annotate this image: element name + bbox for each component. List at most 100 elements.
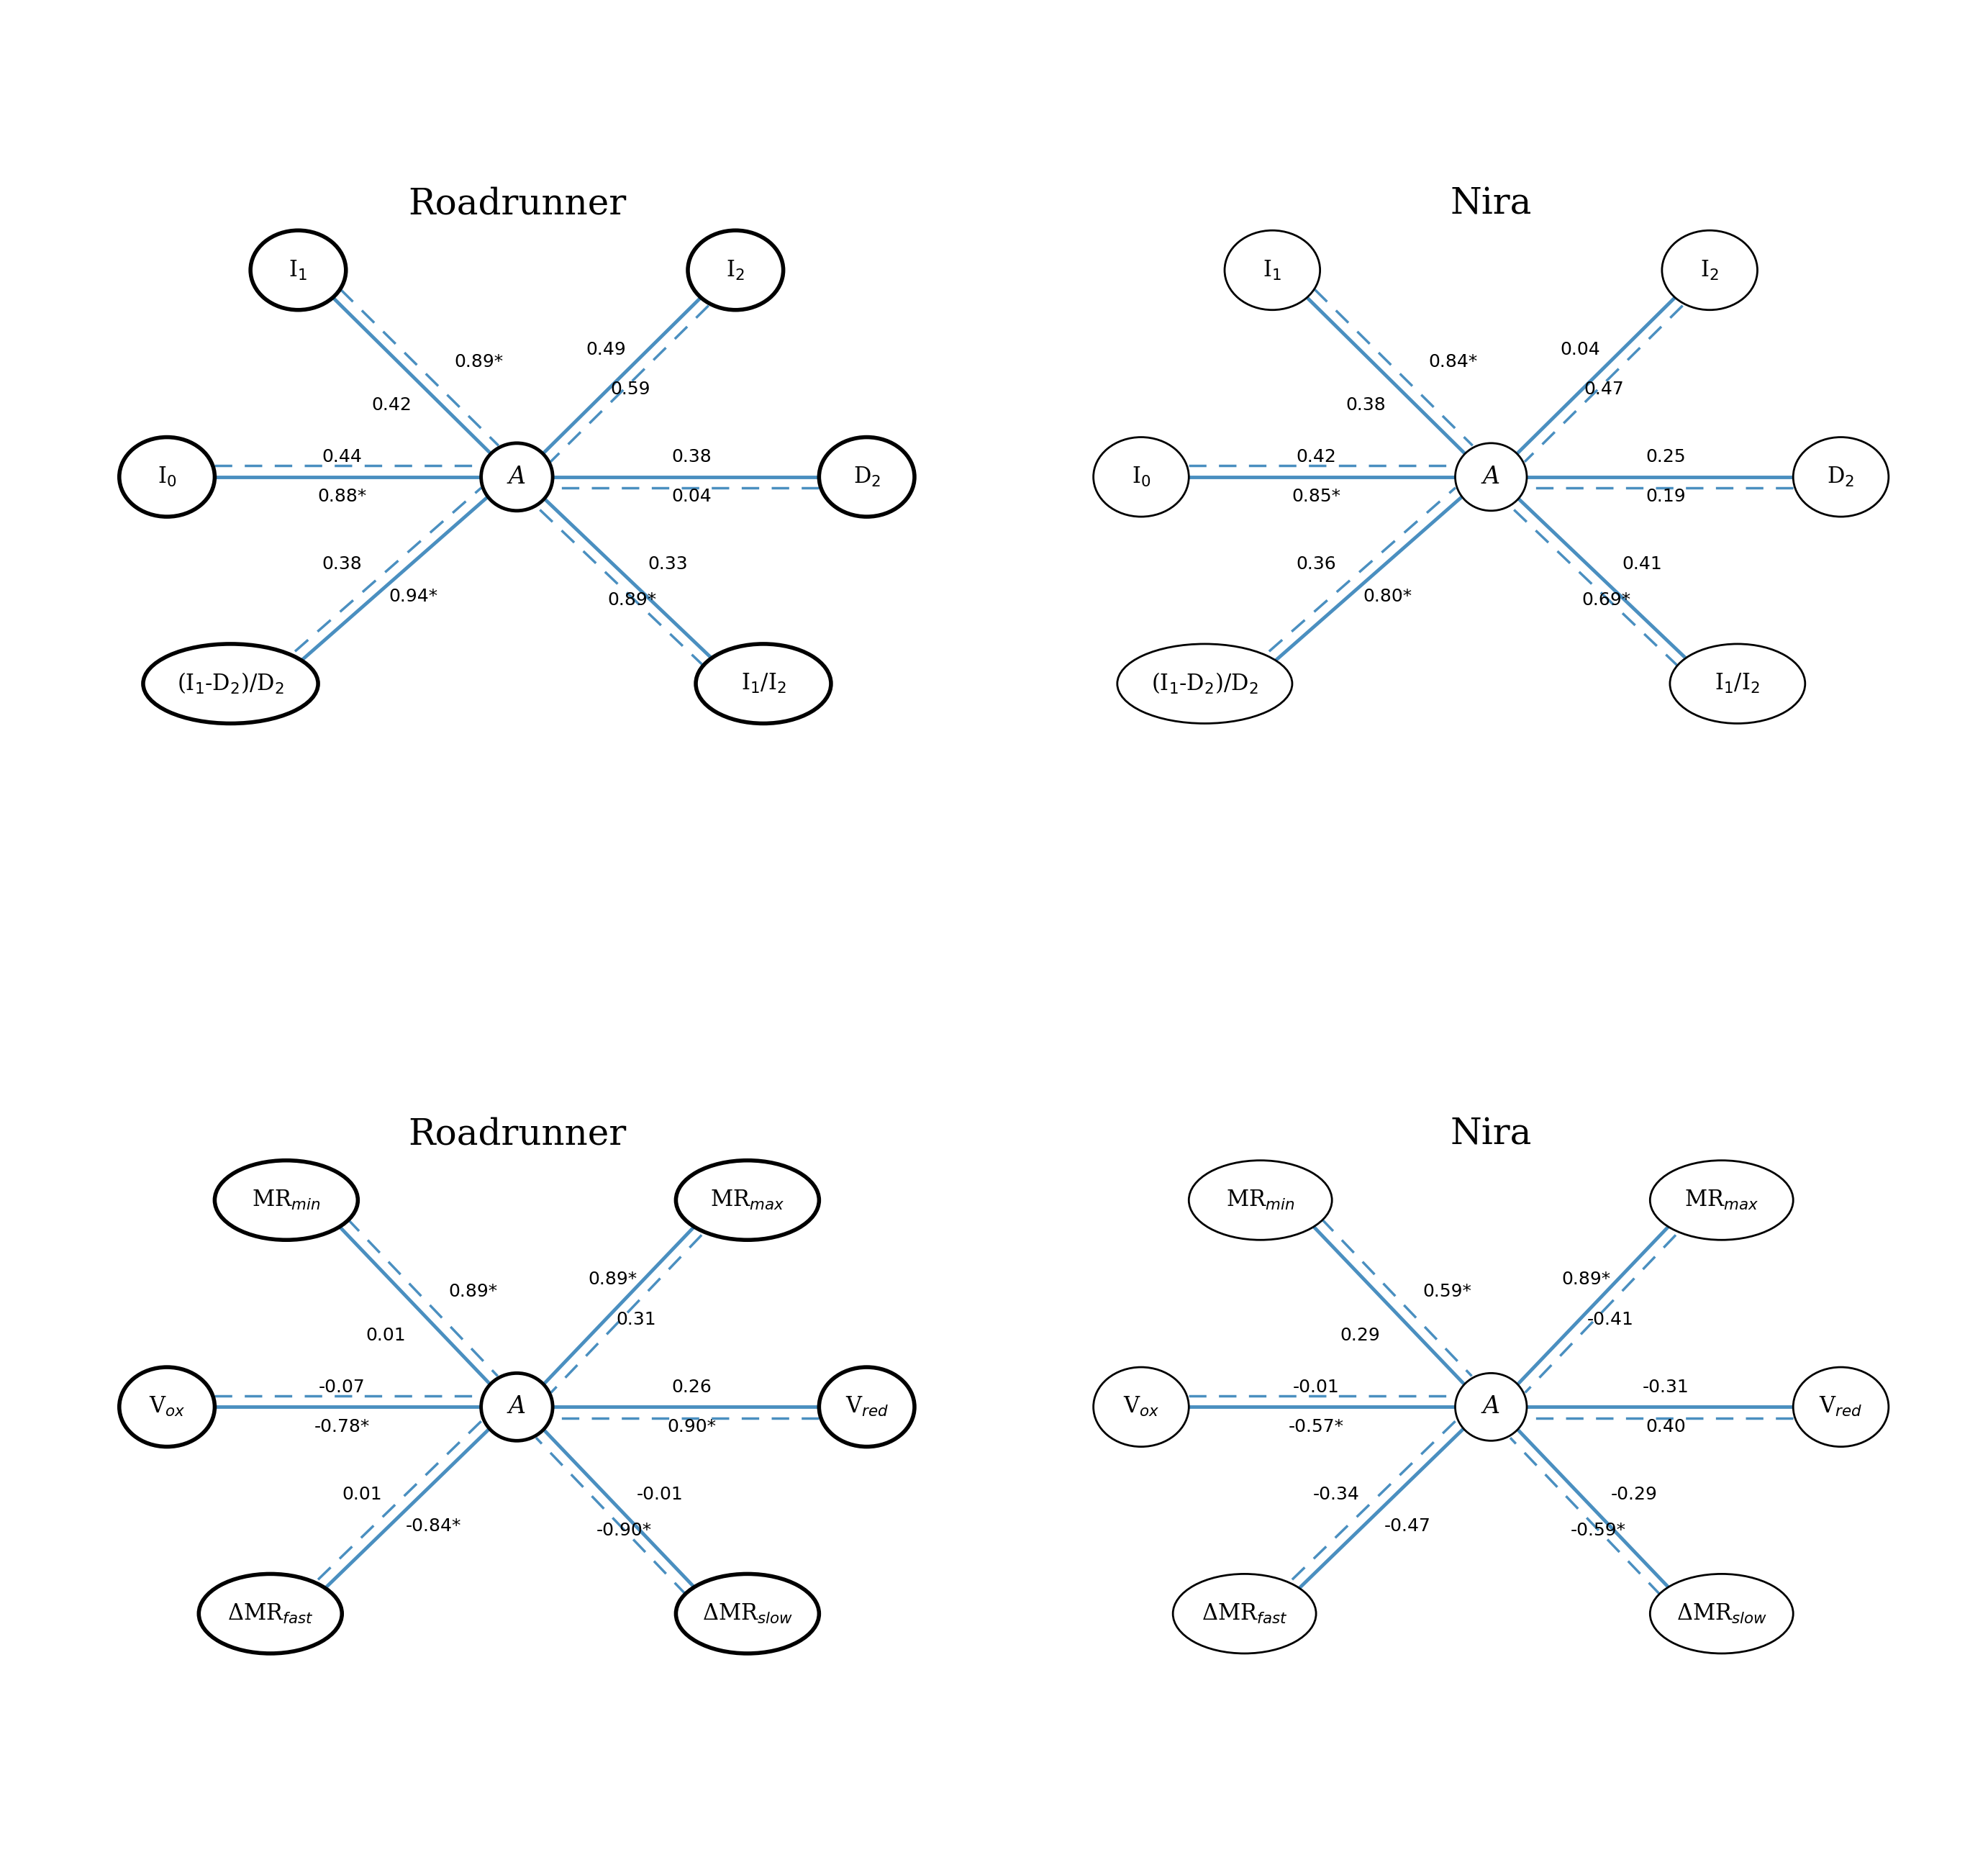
Ellipse shape: [119, 1367, 215, 1447]
Text: MR$_{min}$: MR$_{min}$: [252, 1189, 320, 1211]
Ellipse shape: [1793, 1367, 1889, 1447]
Text: 0.33: 0.33: [648, 556, 688, 573]
Text: 0.88*: 0.88*: [318, 487, 366, 506]
Text: A: A: [1483, 465, 1499, 489]
Text: 0.90*: 0.90*: [668, 1417, 716, 1436]
Ellipse shape: [1189, 1161, 1332, 1241]
Text: 0.38: 0.38: [322, 556, 362, 573]
Ellipse shape: [1670, 644, 1805, 724]
Text: 0.49: 0.49: [586, 340, 626, 359]
Text: ΔMR$_{slow}$: ΔMR$_{slow}$: [702, 1601, 793, 1626]
Text: MR$_{max}$: MR$_{max}$: [710, 1189, 785, 1211]
Text: D$_2$: D$_2$: [1827, 465, 1855, 489]
Text: D$_2$: D$_2$: [853, 465, 881, 489]
Text: A: A: [509, 465, 525, 489]
Text: -0.07: -0.07: [318, 1378, 366, 1395]
Text: 0.44: 0.44: [322, 448, 362, 465]
Text: 0.38: 0.38: [672, 448, 712, 465]
Text: 0.29: 0.29: [1340, 1326, 1380, 1345]
Text: Roadrunner: Roadrunner: [408, 1116, 626, 1151]
Text: -0.31: -0.31: [1642, 1378, 1690, 1395]
Ellipse shape: [1793, 437, 1889, 517]
Text: I$_1$/I$_2$: I$_1$/I$_2$: [1716, 671, 1759, 696]
Text: 0.89*: 0.89*: [1563, 1270, 1610, 1289]
Text: 0.84*: 0.84*: [1429, 353, 1477, 370]
Text: A: A: [509, 1395, 525, 1419]
Text: -0.90*: -0.90*: [596, 1521, 652, 1538]
Ellipse shape: [1650, 1574, 1793, 1654]
Ellipse shape: [215, 1161, 358, 1241]
Text: ΔMR$_{fast}$: ΔMR$_{fast}$: [227, 1601, 314, 1626]
Text: V$_{red}$: V$_{red}$: [1819, 1395, 1863, 1419]
Text: A: A: [1483, 1395, 1499, 1419]
Text: 0.80*: 0.80*: [1364, 588, 1411, 604]
Ellipse shape: [1173, 1574, 1316, 1654]
Text: -0.01: -0.01: [1292, 1378, 1340, 1395]
Ellipse shape: [1455, 1373, 1527, 1442]
Ellipse shape: [250, 231, 346, 311]
Text: (I$_1$-D$_2$)/D$_2$: (I$_1$-D$_2$)/D$_2$: [1151, 671, 1258, 696]
Ellipse shape: [1117, 644, 1292, 724]
Ellipse shape: [676, 1161, 819, 1241]
Text: 0.26: 0.26: [672, 1378, 712, 1395]
Text: -0.84*: -0.84*: [406, 1518, 461, 1534]
Text: I$_1$/I$_2$: I$_1$/I$_2$: [742, 671, 785, 696]
Ellipse shape: [1662, 231, 1757, 311]
Ellipse shape: [1650, 1161, 1793, 1241]
Text: 0.31: 0.31: [616, 1311, 656, 1328]
Text: Nira: Nira: [1449, 1116, 1533, 1151]
Text: 0.42: 0.42: [372, 396, 412, 415]
Text: 0.85*: 0.85*: [1292, 487, 1340, 506]
Ellipse shape: [481, 443, 553, 512]
Text: I$_1$: I$_1$: [288, 259, 308, 281]
Text: 0.38: 0.38: [1346, 396, 1386, 415]
Text: 0.41: 0.41: [1622, 556, 1662, 573]
Text: MR$_{min}$: MR$_{min}$: [1227, 1189, 1294, 1211]
Text: -0.78*: -0.78*: [314, 1417, 370, 1436]
Ellipse shape: [119, 437, 215, 517]
Ellipse shape: [688, 231, 783, 311]
Text: V$_{ox}$: V$_{ox}$: [1123, 1395, 1159, 1419]
Text: 0.89*: 0.89*: [588, 1270, 636, 1289]
Ellipse shape: [1093, 1367, 1189, 1447]
Text: 0.42: 0.42: [1296, 448, 1336, 465]
Text: 0.69*: 0.69*: [1582, 591, 1630, 608]
Text: -0.59*: -0.59*: [1571, 1521, 1626, 1538]
Text: ΔMR$_{fast}$: ΔMR$_{fast}$: [1201, 1601, 1288, 1626]
Text: I$_1$: I$_1$: [1262, 259, 1282, 281]
Text: I$_0$: I$_0$: [1131, 465, 1151, 489]
Text: 0.59*: 0.59*: [1423, 1283, 1471, 1300]
Text: 0.25: 0.25: [1646, 448, 1686, 465]
Ellipse shape: [1455, 443, 1527, 512]
Text: MR$_{max}$: MR$_{max}$: [1684, 1189, 1759, 1211]
Text: 0.59: 0.59: [610, 381, 650, 398]
Ellipse shape: [1225, 231, 1320, 311]
Text: Nira: Nira: [1449, 186, 1533, 221]
Text: I$_2$: I$_2$: [726, 259, 746, 281]
Text: I$_2$: I$_2$: [1700, 259, 1720, 281]
Text: (I$_1$-D$_2$)/D$_2$: (I$_1$-D$_2$)/D$_2$: [177, 671, 284, 696]
Text: 0.01: 0.01: [342, 1486, 382, 1503]
Ellipse shape: [143, 644, 318, 724]
Ellipse shape: [819, 1367, 914, 1447]
Text: 0.36: 0.36: [1296, 556, 1336, 573]
Text: V$_{red}$: V$_{red}$: [845, 1395, 889, 1419]
Text: -0.41: -0.41: [1586, 1311, 1634, 1328]
Text: 0.40: 0.40: [1646, 1417, 1686, 1436]
Text: 0.89*: 0.89*: [608, 591, 656, 608]
Text: 0.04: 0.04: [672, 487, 712, 506]
Text: 0.01: 0.01: [366, 1326, 406, 1345]
Ellipse shape: [199, 1574, 342, 1654]
Text: 0.94*: 0.94*: [390, 588, 437, 604]
Text: -0.29: -0.29: [1610, 1486, 1658, 1503]
Ellipse shape: [676, 1574, 819, 1654]
Text: 0.89*: 0.89*: [449, 1283, 497, 1300]
Text: 0.47: 0.47: [1584, 381, 1624, 398]
Ellipse shape: [819, 437, 914, 517]
Text: 0.89*: 0.89*: [455, 353, 503, 370]
Text: ΔMR$_{slow}$: ΔMR$_{slow}$: [1676, 1601, 1767, 1626]
Text: 0.04: 0.04: [1561, 340, 1600, 359]
Text: I$_0$: I$_0$: [157, 465, 177, 489]
Text: -0.47: -0.47: [1384, 1518, 1431, 1534]
Text: -0.01: -0.01: [636, 1486, 684, 1503]
